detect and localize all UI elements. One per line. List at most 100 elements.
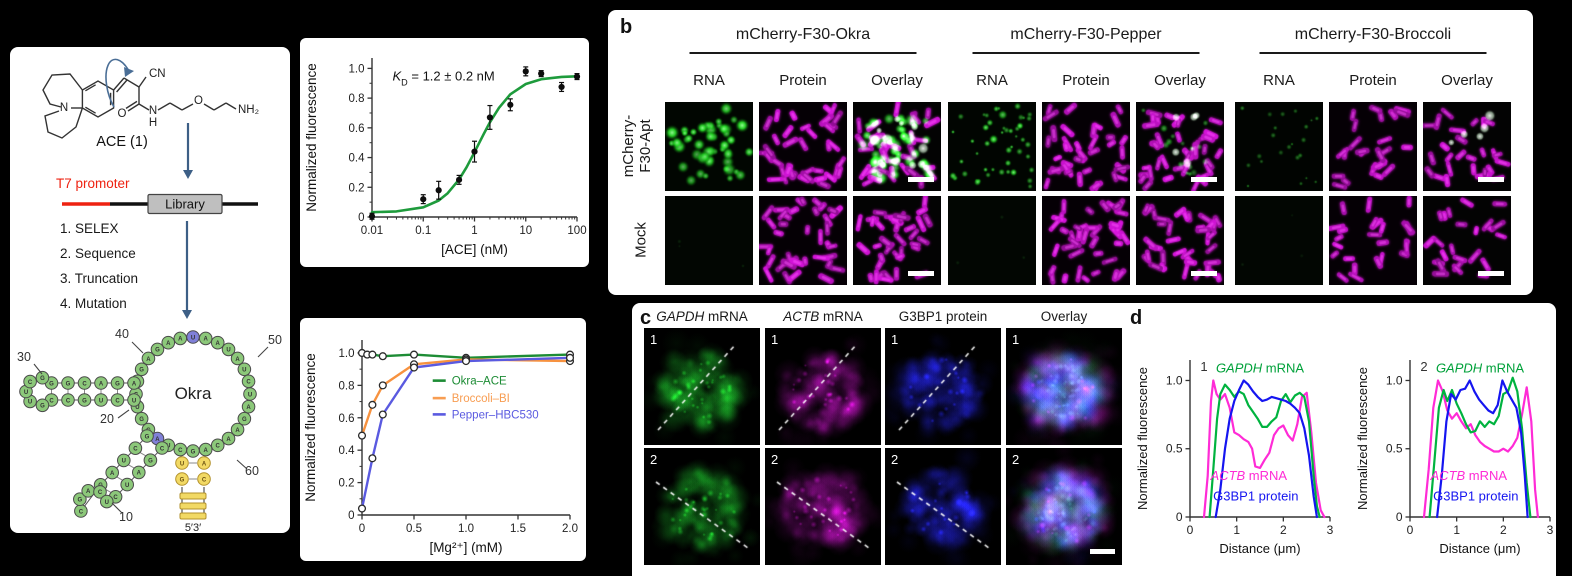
line-profile-chart-2: 0 0.5 1.0 0 1 2 3 GAPDH mRNA ACTB mRNA G3BP1 prot… [1355,359,1554,556]
micrograph-mcherry-f30-okra-overlay-row2 [853,196,941,285]
micrograph-mcherry-f30-okra-overlay-row1 [853,102,941,191]
svg-text:GAPDH mRNA: GAPDH mRNA [1436,361,1524,376]
micrograph-mcherry-f30-broccoli-overlay-row2 [1423,196,1511,285]
micrograph-mcherry-f30-broccoli-protein-row2 [1329,196,1417,285]
svg-text:0: 0 [359,523,365,535]
svg-text:A: A [155,437,160,443]
svg-text:30: 30 [17,350,31,364]
svg-text:A: A [204,448,209,454]
svg-text:Broccoli–BI: Broccoli–BI [452,393,510,405]
micrograph-mcherry-f30-pepper-protein-row2 [1042,196,1130,285]
svg-text:C: C [133,447,138,453]
svg-text:U: U [191,335,195,341]
svg-text:ACTB mRNA: ACTB mRNA [1430,468,1508,483]
svg-text:[ACE] (nM): [ACE] (nM) [441,242,508,257]
cell-number-label: 2 [1012,452,1020,467]
micrograph-mcherry-f30-pepper-protein-row1 [1042,102,1130,191]
micrograph-mcherry-f30-broccoli-overlay-row1 [1423,102,1511,191]
svg-text:[Mg²⁺] (mM): [Mg²⁺] (mM) [429,540,502,555]
svg-text:A: A [226,437,231,443]
svg-text:A: A [246,405,251,411]
scale-bar [1478,177,1504,182]
svg-text:U: U [242,368,246,374]
svg-text:0: 0 [1176,510,1183,524]
cell-micrograph-magenta-cell1 [765,328,881,445]
svg-text:U: U [99,398,103,404]
svg-text:A: A [146,357,151,363]
svg-text:1.5: 1.5 [510,523,526,535]
svg-text:50: 50 [268,333,282,347]
svg-text:C: C [178,448,183,454]
svg-text:A: A [110,471,115,477]
cell-number-label: 1 [650,332,658,347]
svg-text:10: 10 [119,510,133,524]
svg-text:C: C [66,398,71,404]
atom-label-n: N [149,105,157,117]
ace-chemical-structure [42,73,237,139]
micrograph-mcherry-f30-pepper-overlay-row2 [1136,196,1224,285]
library-box [147,193,223,215]
svg-text:0: 0 [1396,510,1403,524]
svg-text:A: A [235,428,240,434]
svg-text:A: A [204,337,209,343]
svg-text:0: 0 [358,212,364,224]
svg-text:U: U [105,500,109,506]
c-column-header-0: GAPDH mRNA [656,309,748,324]
svg-text:G: G [191,449,196,455]
scale-bar [1090,549,1115,554]
dna-construct: Library [62,193,258,215]
cell-number-label: 1 [771,332,779,347]
c-column-header-2: G3BP1 protein [898,309,988,324]
column-label-protein: Protein [1349,72,1397,89]
panel-ace-binding-chart: 0 0.2 0.4 0.6 0.8 1.0 0.01 0.1 1 10 100 KD = 1.2 ± … [300,38,589,267]
svg-text:G: G [40,376,45,382]
svg-text:20: 20 [100,412,114,426]
svg-text:G: G [155,348,160,354]
step-selex: 1. SELEX [60,221,119,236]
step-mutation: 4. Mutation [60,296,127,311]
svg-text:U: U [248,392,252,398]
micrograph-mcherry-f30-broccoli-rna-row1 [1235,102,1323,191]
svg-text:A: A [235,357,240,363]
svg-text:100: 100 [567,225,586,237]
rotation-arrow-icon [105,58,134,108]
svg-text:KD = 1.2 ± 0.2 nM: KD = 1.2 ± 0.2 nM [393,68,495,87]
svg-text:1: 1 [471,225,477,237]
step-sequence: 2. Sequence [60,246,136,261]
group-title-underline [972,52,1200,54]
scale-bar [1478,271,1504,276]
workflow-arrow-1 [183,123,193,179]
svg-text:2: 2 [1420,359,1427,374]
svg-text:2: 2 [1280,523,1287,537]
group-title-underline [1259,52,1487,54]
column-label-rna: RNA [976,72,1008,89]
ace-binding-curve-chart: 0 0.2 0.4 0.6 0.8 1.0 0.01 0.1 1 10 100 KD = 1.2 ± … [304,58,587,257]
line-profile-chart-1: 0 0.5 1.0 0 1 2 3 GAPDH mRNA ACTB mRNA G3BP1 prot… [1135,359,1334,556]
svg-text:Pepper–HBC530: Pepper–HBC530 [452,409,539,421]
cell-micrograph-green-cell1 [644,328,760,445]
atom-label-nh2: NH₂ [238,104,259,116]
svg-text:1.0: 1.0 [1386,373,1403,387]
svg-text:Okra–ACE: Okra–ACE [452,376,507,388]
svg-text:A: A [178,337,183,343]
svg-text:2: 2 [1500,523,1507,537]
column-label-protein: Protein [779,72,827,89]
svg-text:0: 0 [348,510,354,522]
atom-label-carbonyl-o: O [118,108,127,120]
micrograph-mcherry-f30-pepper-overlay-row1 [1136,102,1224,191]
svg-text:0.4: 0.4 [349,153,366,165]
svg-text:G: G [66,381,71,387]
panel-b-letter: b [620,16,633,38]
svg-text:10: 10 [519,225,532,237]
svg-text:Okra: Okra [175,384,212,403]
svg-text:1.0: 1.0 [458,523,474,535]
column-label-overlay: Overlay [1441,72,1493,89]
svg-text:Normalized fluorescence: Normalized fluorescence [1135,367,1150,510]
micrograph-mcherry-f30-pepper-rna-row2 [948,196,1036,285]
micrograph-mcherry-f30-okra-rna-row2 [665,196,753,285]
svg-text:0: 0 [1407,523,1414,537]
svg-text:Normalized fluorescence: Normalized fluorescence [1355,367,1370,510]
svg-text:0.4: 0.4 [339,445,356,457]
atom-label-cn: CN [149,68,166,80]
svg-text:G: G [148,459,153,465]
